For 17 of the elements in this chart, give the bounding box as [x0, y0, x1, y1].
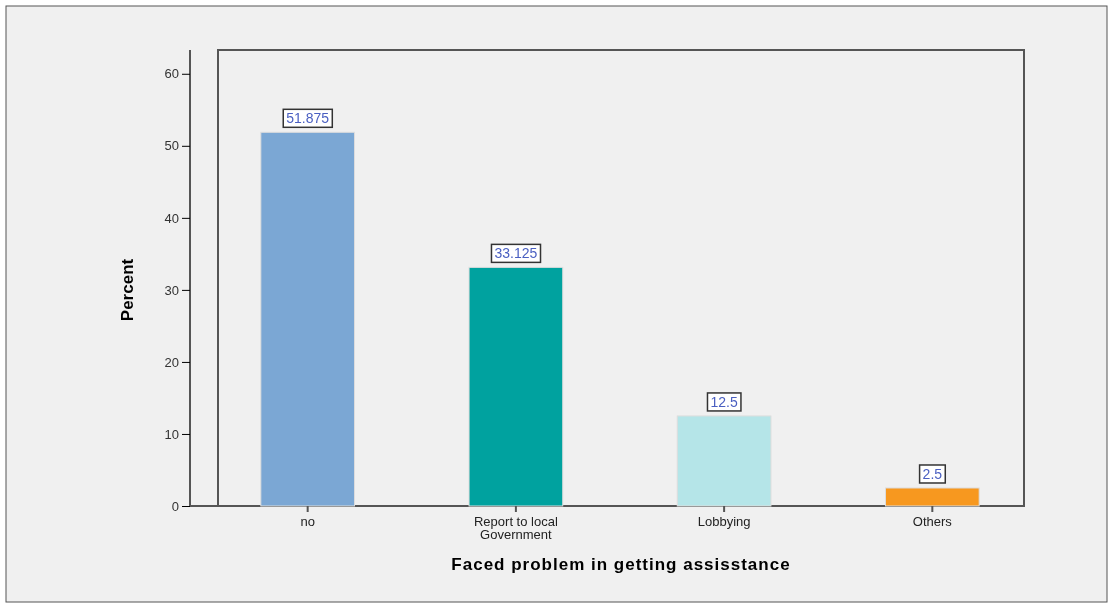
y-tick-label: 0: [171, 498, 179, 514]
y-tick-label: 60: [164, 66, 179, 82]
data-label: 51.875: [286, 110, 330, 127]
y-tick-label: 50: [164, 138, 179, 154]
x-tick-label: Others: [912, 514, 953, 529]
data-label: 12.5: [710, 393, 738, 410]
x-tick-label: Report to local Government: [473, 514, 558, 542]
y-axis-title: Percent: [118, 258, 137, 322]
x-tick-label: Lobbying: [697, 514, 751, 529]
y-tick-label: 40: [164, 210, 179, 226]
y-tick-label: 10: [164, 426, 179, 442]
x-axis-title: Faced problem in getting assisstance: [451, 555, 791, 574]
data-label: 33.125: [494, 245, 538, 262]
data-label: 2.5: [922, 465, 943, 482]
y-tick-label: 20: [164, 354, 179, 370]
y-tick-label: 30: [164, 282, 179, 298]
x-tick-label: no: [300, 514, 315, 529]
